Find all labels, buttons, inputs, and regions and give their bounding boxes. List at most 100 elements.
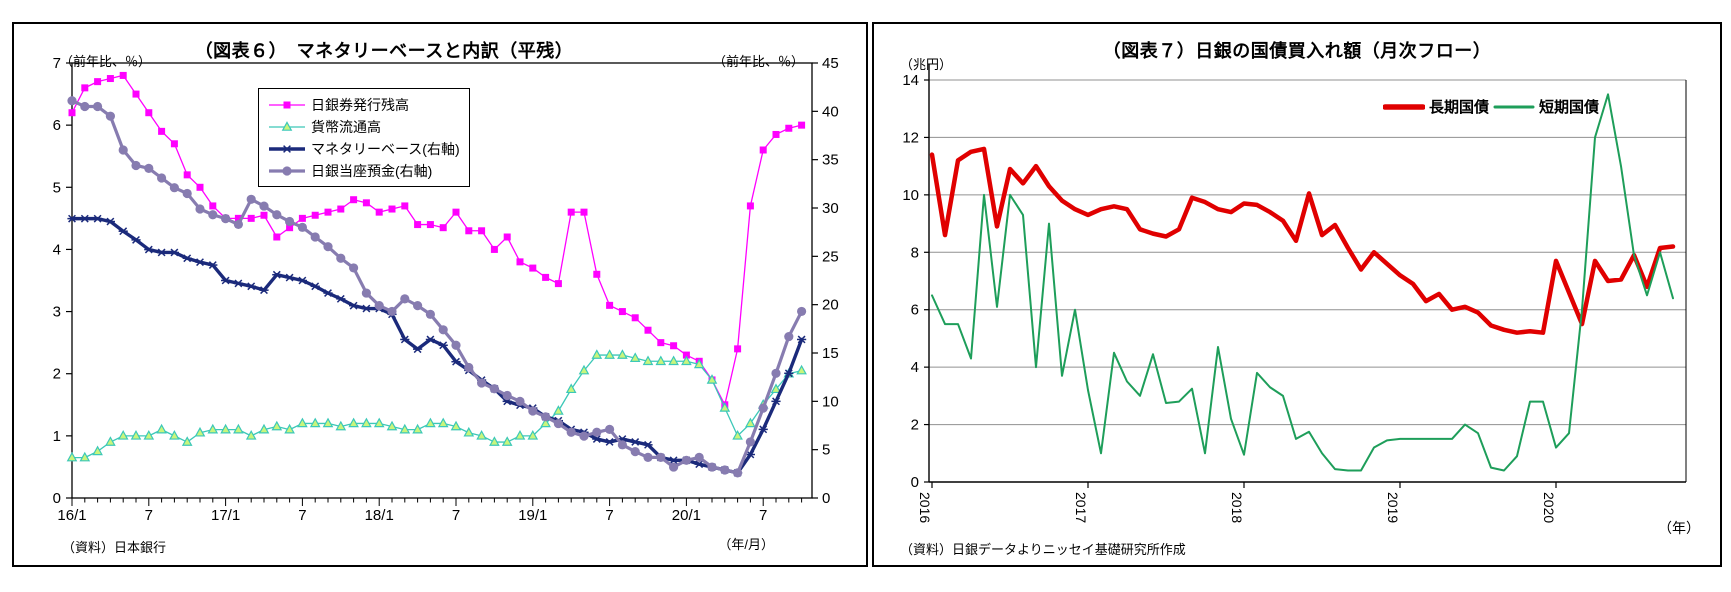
marker-square (644, 326, 652, 334)
marker-square (350, 196, 358, 204)
marker-star (323, 289, 333, 297)
marker-square (516, 258, 524, 266)
marker-circle (464, 362, 474, 373)
marker-circle (282, 166, 292, 176)
marker-circle (67, 96, 77, 106)
marker-square (759, 146, 767, 154)
marker-triangle (130, 430, 142, 440)
marker-triangle (373, 417, 385, 428)
marker-circle (797, 306, 807, 317)
marker-triangle (617, 349, 628, 359)
marker-square (657, 339, 665, 347)
marker-star (784, 369, 794, 378)
legend-item-boj-current-account: 日銀当座預金(右軸) (267, 160, 463, 182)
marker-triangle (271, 420, 283, 431)
marker-circle (477, 378, 487, 388)
marker-triangle (540, 417, 551, 428)
marker-square (452, 208, 460, 216)
marker-circle (541, 412, 551, 422)
marker-star (451, 357, 461, 366)
x-tick-label: 7 (452, 507, 460, 524)
x-tick-label-year: 2017 (1073, 492, 1089, 523)
y-left-tick-label: 1 (53, 428, 61, 445)
y-right-tick-label: 20 (822, 297, 839, 314)
marker-square (606, 301, 614, 309)
marker-circle (310, 232, 320, 242)
marker-triangle (220, 423, 231, 434)
marker-square (490, 245, 498, 253)
marker-square (362, 199, 370, 207)
figure7-chart-canvas: 0 2 4 6 8 10 12 14 2016 2017 2018 2019 2020 (902, 64, 1687, 523)
legend-marker-banknotes-outstanding-icon (269, 101, 305, 109)
marker-circle (771, 368, 781, 378)
marker-triangle (719, 402, 731, 412)
marker-triangle (796, 364, 807, 375)
marker-star (758, 425, 768, 434)
marker-triangle (642, 355, 654, 366)
series-monetary-base (67, 214, 807, 477)
marker-star (282, 145, 292, 153)
marker-triangle (437, 417, 449, 428)
marker-circle (195, 204, 205, 214)
marker-star (221, 276, 231, 285)
marker-circle (630, 447, 640, 457)
marker-circle (413, 301, 423, 311)
y-tick-label: 8 (911, 244, 919, 261)
marker-square (465, 227, 473, 235)
y-right-tick-label: 25 (822, 248, 839, 265)
marker-triangle (501, 436, 513, 446)
marker-triangle (348, 417, 359, 428)
marker-square (119, 71, 127, 79)
y-left-tick-label: 4 (53, 241, 61, 258)
marker-star (285, 273, 295, 282)
y-tick-label: 0 (911, 474, 919, 491)
marker-circle (669, 462, 679, 472)
marker-square (196, 183, 204, 191)
marker-triangle (169, 430, 180, 440)
series-coins-in-circulation (66, 349, 807, 462)
marker-square (631, 314, 639, 322)
marker-square (682, 351, 690, 359)
marker-triangle (233, 423, 244, 434)
legend-marker-long-term-jgb-icon (1383, 103, 1425, 110)
marker-triangle (489, 436, 500, 446)
legend-label: 長期国債 (1429, 99, 1490, 116)
marker-circle (515, 396, 525, 406)
x-tick-label: 7 (605, 507, 613, 524)
marker-star (349, 301, 359, 310)
marker-star (310, 282, 320, 291)
y-tick-label: 4 (911, 359, 919, 376)
y-right-tick-label: 45 (822, 55, 839, 72)
marker-triangle (309, 417, 321, 428)
marker-circle (246, 194, 256, 204)
marker-star (361, 304, 371, 313)
marker-square (247, 214, 255, 222)
marker-triangle (745, 417, 756, 428)
marker-circle (182, 188, 192, 199)
marker-triangle (655, 355, 667, 366)
series-long-term-jgb (929, 146, 1676, 335)
marker-triangle (604, 349, 615, 359)
marker-square (209, 202, 217, 210)
marker-triangle (281, 121, 293, 131)
x-tick-label-year: 2016 (917, 492, 933, 523)
marker-circle (438, 325, 448, 335)
y-right-tick-label: 30 (822, 200, 839, 217)
y-left-tick-label: 5 (53, 179, 61, 196)
y-right-tick-label: 15 (822, 345, 839, 362)
marker-square (798, 121, 806, 129)
marker-circle (297, 222, 307, 232)
marker-triangle (425, 417, 436, 428)
marker-star (246, 282, 256, 291)
marker-square (81, 84, 89, 92)
marker-square (734, 345, 742, 353)
marker-square (618, 308, 626, 316)
marker-square (554, 280, 562, 288)
y-tick-label: 14 (902, 72, 919, 89)
marker-triangle (66, 451, 78, 462)
legend-marker-short-term-jgb-icon (1493, 105, 1535, 108)
figure6-title: （図表６） マネタリーベースと内訳（平残） (194, 41, 574, 61)
marker-star (80, 214, 90, 223)
marker-star (144, 245, 154, 254)
